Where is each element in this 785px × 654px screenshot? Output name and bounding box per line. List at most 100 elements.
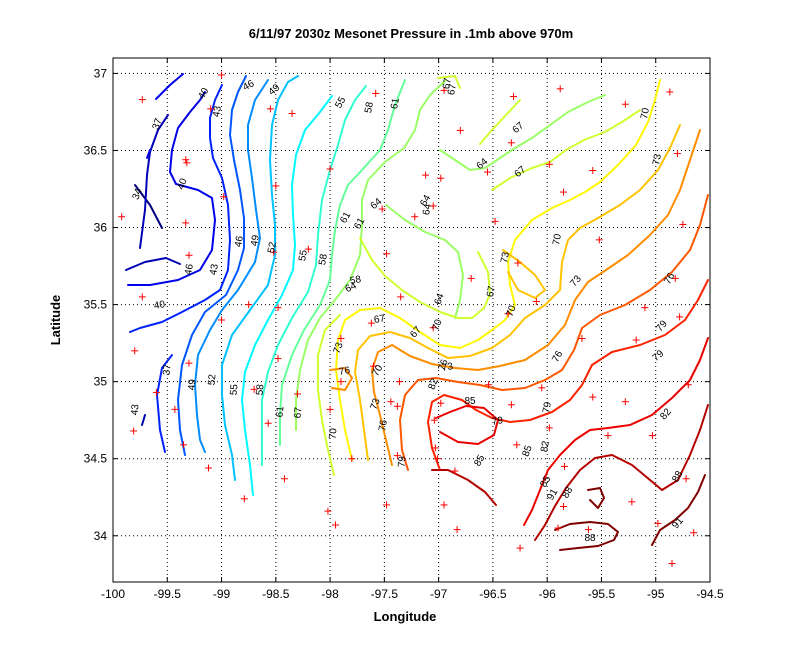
station-marker <box>641 304 649 312</box>
contour-label: 46 <box>241 78 257 93</box>
contour-label: 55 <box>297 249 310 262</box>
contour-label: 76 <box>437 358 451 373</box>
station-markers <box>118 71 698 568</box>
chart-title: 6/11/97 2030z Mesonet Pressure in .1mb a… <box>249 26 573 41</box>
station-marker <box>545 160 553 168</box>
contour-label: 73 <box>499 251 512 264</box>
station-marker <box>453 526 461 534</box>
contour-label: 88 <box>584 533 596 544</box>
station-marker <box>504 310 512 318</box>
contour-label: 37 <box>151 117 165 132</box>
station-marker <box>559 502 567 510</box>
station-marker <box>671 274 679 282</box>
x-tick-label: -98.5 <box>262 587 290 601</box>
contour-label: 58 <box>317 253 330 266</box>
contour-label: 79 <box>397 455 409 467</box>
contour-line-88 <box>431 469 497 506</box>
contour-line-82 <box>427 279 709 471</box>
y-tick-label: 37 <box>94 66 108 80</box>
contour-line-43 <box>129 84 231 333</box>
station-marker <box>595 236 603 244</box>
station-marker <box>326 165 334 173</box>
contour-label: 37 <box>162 363 174 375</box>
station-marker <box>205 464 213 472</box>
station-marker <box>673 150 681 158</box>
contour-label: 73 <box>651 153 664 166</box>
station-marker <box>393 402 401 410</box>
x-tick-label: -95.5 <box>588 587 616 601</box>
x-tick-label: -99.5 <box>154 587 182 601</box>
contour-line-40 <box>155 73 184 100</box>
y-tick-label: 36 <box>94 221 108 235</box>
station-marker <box>185 251 193 259</box>
contour-label: 61 <box>389 97 402 110</box>
contour-line-49 <box>194 79 269 453</box>
contour-label: 61 <box>275 405 287 417</box>
y-tick-label: 35 <box>94 375 108 389</box>
station-marker <box>240 495 248 503</box>
contour-line-73 <box>502 249 546 299</box>
contour-label: 70 <box>551 233 564 246</box>
contour-label: 79 <box>491 415 504 428</box>
contour-label: 85 <box>521 444 535 459</box>
station-marker <box>370 362 378 370</box>
plot-frame <box>112 57 711 583</box>
station-marker <box>538 384 546 392</box>
station-marker <box>440 86 448 94</box>
contour-label: 79 <box>541 401 554 414</box>
contour-label: 64 <box>433 292 447 307</box>
y-axis-ticks: 34 34.5 35 35.5 36 36.5 37 <box>84 66 710 543</box>
contour-line-37 <box>125 257 181 271</box>
station-marker <box>324 507 332 515</box>
contour-label: 67 <box>293 406 305 418</box>
contour-label: 40 <box>153 299 166 312</box>
station-marker <box>451 467 459 475</box>
station-marker <box>383 250 391 258</box>
station-marker <box>668 560 676 568</box>
contour-label: 46 <box>183 263 196 276</box>
y-tick-label: 35.5 <box>84 298 108 312</box>
station-marker <box>270 248 278 256</box>
station-marker <box>456 126 464 134</box>
station-marker <box>274 355 282 363</box>
station-marker <box>138 293 146 301</box>
station-marker <box>648 432 656 440</box>
contour-label: 61 <box>338 210 353 226</box>
contour-line-64 <box>295 79 447 431</box>
x-tick-label: -95 <box>647 587 665 601</box>
grid <box>113 58 710 582</box>
contour-line-37 <box>141 414 146 426</box>
station-marker <box>431 444 439 452</box>
contour-line-52 <box>221 75 299 481</box>
contour-line-55 <box>241 95 333 496</box>
station-marker <box>383 501 391 509</box>
station-marker <box>514 259 522 267</box>
contour-line-37 <box>139 114 169 249</box>
station-marker <box>684 381 692 389</box>
contour-label: 70 <box>328 427 340 439</box>
contour-line-61 <box>279 79 406 446</box>
station-marker <box>218 71 226 79</box>
station-marker <box>682 475 690 483</box>
station-marker <box>491 217 499 225</box>
contour-line-40 <box>146 149 151 159</box>
contour-label: 76 <box>338 365 351 378</box>
station-marker <box>281 475 289 483</box>
contour-label: 70 <box>431 318 445 333</box>
contour-line-85 <box>435 405 499 445</box>
station-marker <box>152 388 160 396</box>
contour-label: 61 <box>352 216 367 232</box>
contour-line-64 <box>439 94 606 171</box>
contour-line-73 <box>354 124 681 461</box>
station-marker <box>589 393 597 401</box>
contour-label: 76 <box>662 271 677 287</box>
contour-line-85 <box>523 337 709 526</box>
contour-line-91 <box>554 521 619 551</box>
station-marker <box>182 219 190 227</box>
contour-label: 73 <box>441 361 454 374</box>
station-marker <box>171 405 179 413</box>
station-marker <box>554 524 562 532</box>
station-marker <box>348 455 356 463</box>
contour-label: 43 <box>211 105 224 118</box>
station-marker <box>378 205 386 213</box>
